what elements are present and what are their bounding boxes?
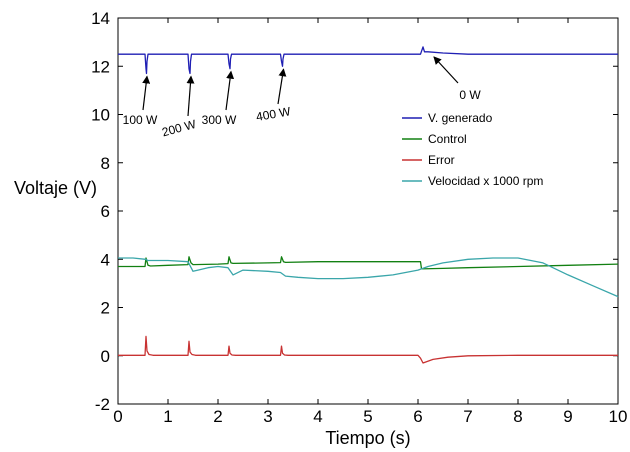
annotation-label-0: 100 W [123,113,158,127]
annotation-label-4: 0 W [459,88,481,102]
x-tick-label: 7 [463,407,472,426]
x-tick-label: 8 [513,407,522,426]
annotation-arrow-2 [225,70,235,111]
series-line-0 [118,46,618,75]
x-tick-label: 10 [609,407,628,426]
annotation-label-3: 400 W [255,104,292,124]
y-tick-label: 2 [101,299,110,318]
x-tick-label: 4 [313,407,322,426]
legend-entry-3: Velocidad x 1000 rpm [428,174,543,188]
x-tick-label: 3 [263,407,272,426]
x-tick-label: 6 [413,407,422,426]
plot-frame [117,17,619,405]
y-tick-label: -2 [95,395,110,414]
series-line-3 [118,257,619,298]
legend-entry-0: V. generado [428,111,493,125]
annotation-label-1: 200 W [160,117,198,140]
y-tick-label: 14 [91,9,110,28]
x-axis-label: Tiempo (s) [325,428,410,448]
y-tick-label: 4 [101,250,110,269]
y-tick-label: 10 [91,106,110,125]
x-tick-label: 5 [363,407,372,426]
annotation-layer: 100 W 200 W 300 W 400 W 0 W [123,56,481,140]
x-tick-label: 2 [213,407,222,426]
annotation-label-2: 300 W [202,113,237,127]
x-tick-label: 0 [113,407,122,426]
x-tick-label: 9 [563,407,572,426]
annotation-arrow-4 [433,56,459,84]
series-line-1 [118,256,619,270]
x-tick-label: 1 [163,407,172,426]
y-tick-label: 6 [101,202,110,221]
annotation-arrow-0 [142,75,151,111]
annotation-arrow-1 [186,75,195,117]
y-tick-label: 8 [101,154,110,173]
legend-entry-1: Control [428,132,467,146]
annotation-arrow-3 [277,68,287,105]
y-tick-label: 12 [91,57,110,76]
y-tick-label: 0 [101,347,110,366]
series-layer [118,46,619,364]
y-axis-label: Voltaje (V) [14,178,97,198]
series-line-2 [118,335,618,364]
legend-entry-2: Error [428,153,455,167]
legend: V. generado Control Error Velocidad x 1000 … [402,111,543,188]
